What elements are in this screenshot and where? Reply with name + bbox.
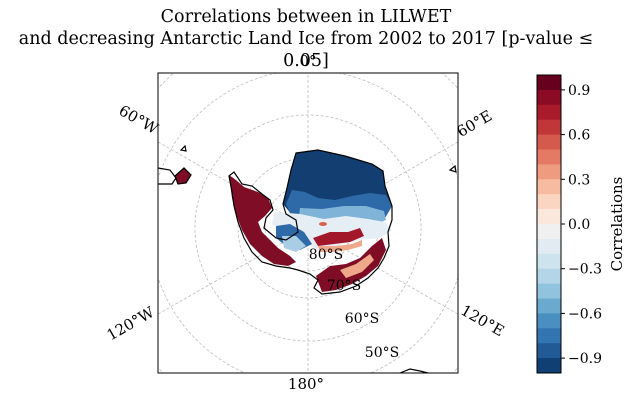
lon-label-60e: 60°E: [454, 106, 496, 140]
colorbar-segment: [537, 224, 561, 240]
chart-title-line-2: and decreasing Antarctic Land Ice from 2…: [18, 29, 594, 71]
lon-label-180: 180°: [288, 375, 324, 393]
colorbar-segment: [537, 268, 561, 285]
meridian-120w: [158, 227, 309, 315]
coastline: [158, 144, 457, 373]
lat-label-60s: 60°S: [345, 311, 379, 327]
colorbar-segment: [537, 119, 561, 136]
colorbar-tick-label: 0.9: [568, 83, 590, 99]
meridian-60w: [158, 141, 309, 229]
colorbar-segment: [537, 149, 561, 165]
colorbar-segment: [537, 328, 561, 344]
colorbar-segment: [537, 358, 561, 374]
colorbar-tick-label: −0.3: [568, 262, 602, 278]
colorbar-segment: [537, 343, 561, 359]
colorbar-segment: [537, 164, 561, 180]
peninsula-tip-positive: [175, 168, 191, 184]
colorbar-segment: [537, 313, 561, 329]
west-antarctica-positive-region: [229, 175, 296, 266]
colorbar-segment: [537, 104, 561, 121]
east-positive-light: [318, 240, 362, 252]
east-positive-strip: [313, 228, 364, 246]
colorbar-label: Correlations: [608, 177, 626, 272]
colorbar-segment: [537, 298, 561, 314]
lon-label-0: 0°: [299, 52, 316, 70]
east-coast-positive-region: [316, 238, 386, 292]
colorbar-tick-label: 0.3: [568, 172, 590, 188]
lat-label-70s: 70°S: [327, 278, 361, 294]
colorbar-segment: [537, 238, 561, 255]
lon-label-120e: 120°E: [458, 301, 508, 340]
lon-label-120w: 120°W: [104, 303, 158, 345]
colorbar-segment: [537, 283, 561, 299]
east-coast-light-edge: [340, 254, 374, 278]
colorbar-tick-label: 0.0: [568, 217, 590, 233]
colorbar-segment: [537, 134, 561, 150]
colorbar-segment: [537, 253, 561, 270]
chart-title-line-1: Correlations between in LILWET: [160, 7, 452, 27]
ross-sector-light: [282, 236, 306, 252]
map-frame: [157, 72, 459, 374]
small-positive-spot: [319, 222, 327, 226]
lat-label-80s: 80°S: [309, 247, 343, 263]
colorbar-tick-label: 0.6: [568, 128, 590, 144]
colorbar-segment: [537, 75, 561, 91]
colorbar-segment: [537, 89, 561, 106]
colorbar-tick-label: −0.6: [568, 306, 602, 322]
colorbar-segment: [537, 209, 561, 225]
colorbar-ticks: 0.9 0.6 0.3 0.0 −0.3 −0.6 −0.9: [561, 83, 602, 367]
colorbar-tick-label: −0.9: [568, 351, 602, 367]
colorbar-segment: [537, 194, 561, 210]
colorbar-segment: [537, 179, 561, 195]
lon-label-60w: 60°W: [116, 101, 162, 138]
lat-label-50s: 50°S: [365, 345, 399, 361]
colorbar: [537, 75, 561, 374]
